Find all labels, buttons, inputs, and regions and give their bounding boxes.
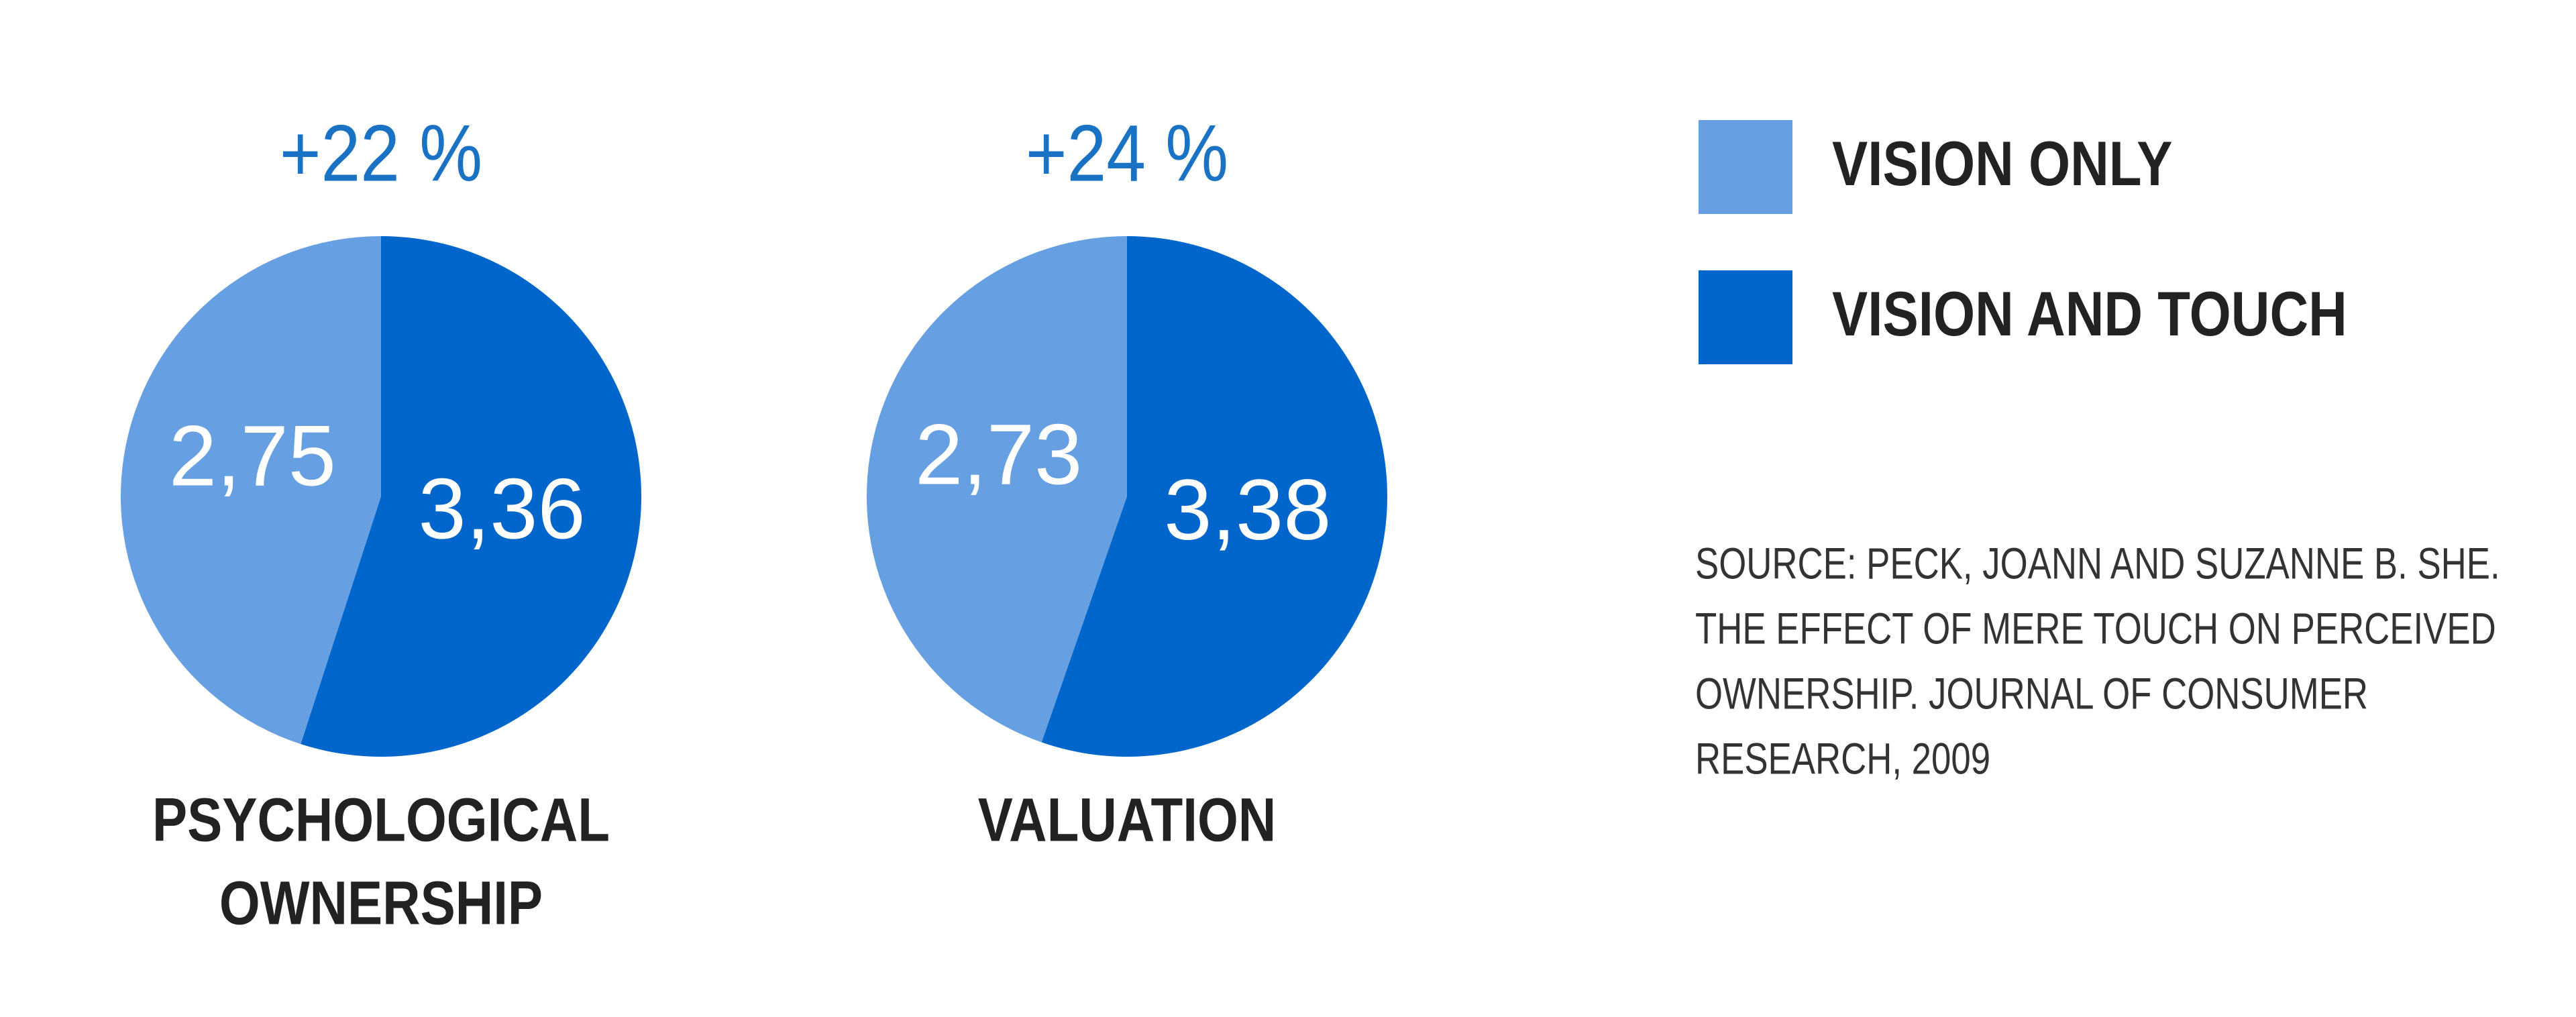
source-line-group: RESEARCH, 2009 (1695, 734, 1990, 784)
legend-label-group: VISION ONLY (1832, 129, 2173, 199)
annotation-group: +22 % (280, 108, 482, 198)
pie-slice (301, 236, 642, 757)
legend-label-group: VISION AND TOUCH (1832, 279, 2347, 350)
value-label: 2,73 (915, 407, 1082, 503)
pie-slice (1041, 236, 1388, 757)
legend-label: VISION ONLY (1832, 129, 2173, 199)
source-line-group: THE EFFECT OF MERE TOUCH ON PERCEIVED (1695, 604, 2496, 653)
source-line-group: SOURCE: PECK, JOANN AND SUZANNE B. SHE. (1695, 539, 2500, 588)
chart-title: VALUATION (978, 786, 1276, 854)
pie-slice (120, 236, 381, 745)
source-line: THE EFFECT OF MERE TOUCH ON PERCEIVED (1695, 604, 2496, 653)
legend-swatch (1699, 120, 1792, 214)
chart-title-group: OWNERSHIP (219, 869, 543, 937)
value-label: 2,75 (169, 409, 336, 504)
legend-label: VISION AND TOUCH (1832, 279, 2347, 350)
legend-swatch (1699, 270, 1792, 364)
annotation: +24 % (1026, 108, 1228, 198)
source-line: OWNERSHIP. JOURNAL OF CONSUMER (1695, 669, 2368, 718)
chart-title-group: PSYCHOLOGICAL (152, 786, 610, 854)
chart-title: PSYCHOLOGICAL (152, 786, 610, 854)
chart-title-group: VALUATION (978, 786, 1276, 854)
source-line-group: OWNERSHIP. JOURNAL OF CONSUMER (1695, 669, 2368, 718)
annotation: +22 % (280, 108, 482, 198)
value-label: 3,38 (1164, 462, 1331, 558)
chart-title: OWNERSHIP (219, 869, 543, 937)
value-label: 3,36 (419, 461, 586, 557)
pie-slice (867, 236, 1127, 743)
annotation-group: +24 % (1026, 108, 1228, 198)
source-line: SOURCE: PECK, JOANN AND SUZANNE B. SHE. (1695, 539, 2500, 588)
source-line: RESEARCH, 2009 (1695, 734, 1990, 784)
